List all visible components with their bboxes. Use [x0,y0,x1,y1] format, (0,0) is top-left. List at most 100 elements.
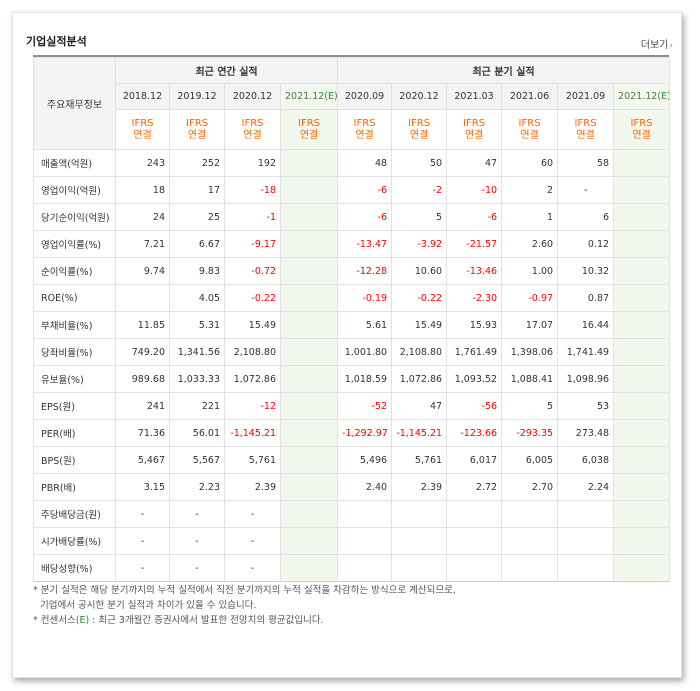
table-cell [391,500,448,528]
table-row: BPS(원) 5,467 5,567 5,761 5,496 5,761 6,017 6,00… [33,446,671,474]
table-row: PER(배) 71.36 56.01 -1,145.21 -1,292.97 -1,145… [33,419,671,447]
table-cell: -0.19 [337,284,393,312]
table-cell: 2.39 [224,473,281,501]
table-cell [279,203,339,231]
table-cell: -123.66 [446,419,503,447]
table-cell [391,527,448,555]
row-label: ROE(%) [33,284,116,312]
table-cell: 2.60 [501,230,559,258]
ifrs-header-annual-2: IFRS 연결 [224,109,281,150]
period-header-quarterly-2: 2021.03 [446,83,503,110]
row-label: 매출액(억원) [33,149,116,177]
ifrs-label: IFRS [186,117,208,129]
footnote-2-prefix: * 컨센서스 [33,615,76,626]
table-cell [613,149,671,177]
table-cell: - [169,500,225,528]
table-cell: 50 [391,149,448,177]
table-cell: 2 [501,176,559,204]
row-label: 유보율(%) [33,365,116,393]
table-cell [501,527,559,555]
ifrs-label: IFRS [408,117,431,129]
table-cell: 5.61 [337,311,393,339]
table-cell: 48 [337,149,393,177]
table-top-border [33,55,669,57]
table-cell: -1 [224,203,281,231]
period-header-quarterly-5: 2021.12(E) [613,83,671,110]
table-cell [613,338,671,366]
table-cell [337,500,393,528]
consolidated-label: 연결 [632,129,651,141]
footnotes: * 분기 실적은 해당 분기까지의 누적 실적에서 직전 분기까지의 누적 실적… [33,583,669,628]
footnote-1: * 분기 실적은 해당 분기까지의 누적 실적에서 직전 분기까지의 누적 실적… [33,585,456,596]
table-cell: 2.39 [391,473,448,501]
financial-table: 주요재무정보 최근 연간 실적 최근 분기 실적 2018.12 2019.12 2… [33,57,671,582]
table-cell [613,500,671,528]
table-cell: 5,496 [337,446,393,474]
ifrs-header-quarterly-2: IFRS 연결 [446,109,503,150]
table-cell: 5,761 [224,446,281,474]
table-cell: 24 [115,203,170,231]
table-cell: -10 [446,176,503,204]
table-cell: -6 [337,203,393,231]
table-cell [613,446,671,474]
table-row: 당좌비율(%) 749.20 1,341.56 2,108.80 1,001.80 2,1… [33,338,671,366]
table-cell: 10.32 [557,257,615,285]
table-cell: 1,761.49 [446,338,503,366]
period-header-quarterly-0: 2020.09 [337,83,393,110]
ifrs-label: IFRS [574,117,597,129]
ifrs-label: IFRS [241,117,264,129]
ifrs-label: IFRS [518,117,541,129]
table-cell: -18 [224,176,281,204]
table-cell: 6,038 [557,446,615,474]
table-cell [446,554,503,582]
table-cell: 243 [115,149,170,177]
row-label: EPS(원) [33,392,116,420]
table-cell [337,527,393,555]
more-label[interactable]: 더보기 [640,40,669,51]
panel-title: 기업실적분석 [26,35,87,48]
table-cell: 0.12 [557,230,615,258]
table-row: 배당성향(%) - - - [33,554,671,582]
table-cell: -293.35 [501,419,559,447]
consolidated-label: 연결 [520,129,539,141]
period-label: 2021.12 [285,91,325,102]
table-cell: 18 [115,176,170,204]
footnote-2-marker: (E) [75,615,90,626]
table-cell [613,554,671,582]
table-cell: -13.46 [446,257,503,285]
table-cell: 1,098.96 [557,365,615,393]
table-cell: -13.47 [337,230,393,258]
ifrs-header-quarterly-4: IFRS 연결 [557,109,615,150]
table-cell: 25 [169,203,225,231]
table-cell: 16.44 [557,311,615,339]
table-cell [279,419,339,447]
period-header-annual-1: 2019.12 [169,83,225,110]
table-cell: 6.67 [169,230,225,258]
table-cell: -1,145.21 [224,419,281,447]
table-cell [613,419,671,447]
ifrs-label: IFRS [463,117,486,129]
table-cell: 1,072.86 [391,365,448,393]
table-row: 영업이익(억원) 18 17 -18 -6 -2 -10 2- [33,176,671,204]
table-row: 시가배당률(%) - - - [33,527,671,555]
more-link[interactable]: 더보기› [641,36,673,51]
table-cell: 9.74 [115,257,170,285]
consolidated-label: 연결 [299,129,319,141]
table-cell: 58 [557,149,615,177]
table-row: EPS(원) 241 221 -12 -52 47 -56 5 53 [33,392,671,420]
table-cell: 2.40 [337,473,393,501]
table-cell: 15.49 [391,311,448,339]
table-cell [613,527,671,555]
table-cell: - [115,554,170,582]
table-cell: - [557,176,615,204]
consolidated-label: 연결 [464,129,484,141]
table-cell [279,149,339,177]
table-cell: 6 [557,203,615,231]
chevron-right-icon: › [669,41,673,51]
table-cell: -0.72 [224,257,281,285]
table-cell: 1.00 [501,257,559,285]
period-label: 2019.12 [177,91,217,102]
table-cell: 1,741.49 [557,338,615,366]
consolidated-label: 연결 [187,129,207,141]
table-cell: 5.31 [169,311,225,339]
